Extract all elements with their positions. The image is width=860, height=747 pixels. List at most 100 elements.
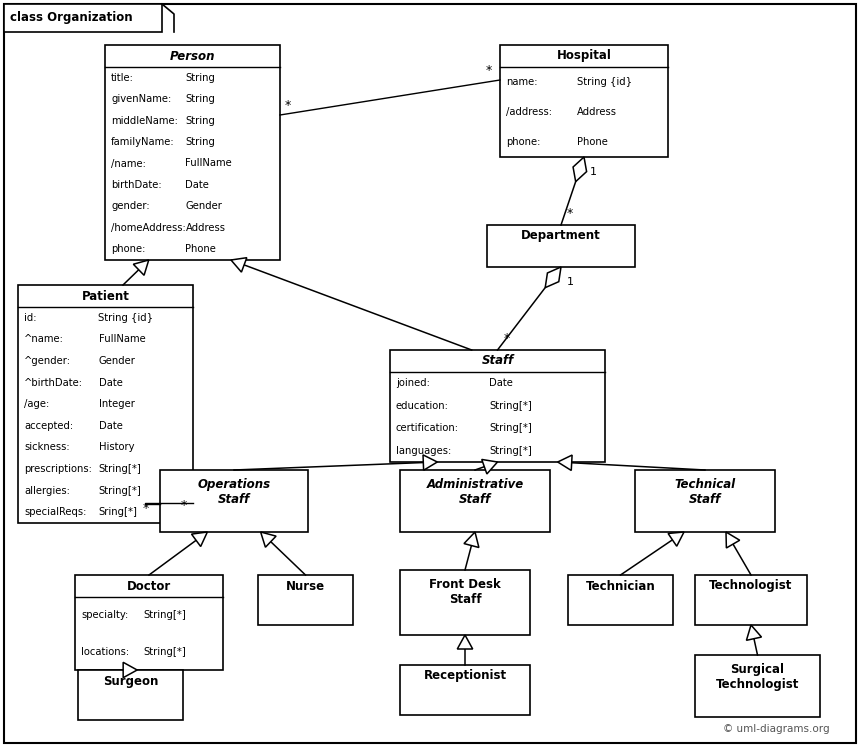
Text: String[*]: String[*] — [143, 610, 186, 620]
Text: Address: Address — [577, 107, 617, 117]
Text: Nurse: Nurse — [286, 580, 325, 592]
Text: FullName: FullName — [186, 158, 232, 169]
Text: *: * — [285, 99, 292, 112]
Text: education:: education: — [396, 400, 449, 411]
Text: String: String — [186, 72, 215, 83]
Text: id:: id: — [24, 313, 36, 323]
Text: birthDate:: birthDate: — [111, 180, 162, 190]
Text: String[*]: String[*] — [99, 464, 141, 474]
Text: Surgical
Technologist: Surgical Technologist — [716, 663, 799, 691]
Bar — [400, 665, 530, 715]
Text: ^name:: ^name: — [24, 335, 64, 344]
Text: Department: Department — [521, 229, 601, 243]
Text: String[*]: String[*] — [488, 446, 531, 456]
Text: certification:: certification: — [396, 424, 459, 433]
Polygon shape — [231, 258, 247, 272]
Bar — [400, 470, 550, 532]
Bar — [487, 225, 635, 267]
Text: Doctor: Doctor — [127, 580, 171, 592]
Text: String[*]: String[*] — [488, 400, 531, 411]
Text: Technical
Staff: Technical Staff — [674, 478, 735, 506]
Polygon shape — [423, 455, 437, 471]
Text: Date: Date — [186, 180, 209, 190]
Text: FullName: FullName — [99, 335, 145, 344]
Text: String[*]: String[*] — [488, 424, 531, 433]
Polygon shape — [668, 532, 684, 546]
Text: Staff: Staff — [482, 355, 513, 368]
Polygon shape — [123, 663, 137, 678]
Polygon shape — [545, 267, 561, 288]
Text: String {id}: String {id} — [99, 313, 154, 323]
Text: *: * — [181, 499, 187, 512]
Text: /age:: /age: — [24, 399, 49, 409]
Text: gender:: gender: — [111, 202, 150, 211]
Text: *: * — [567, 207, 574, 220]
Polygon shape — [726, 532, 740, 548]
Text: String[*]: String[*] — [143, 647, 186, 657]
Text: *: * — [503, 332, 510, 345]
Polygon shape — [482, 459, 497, 474]
Polygon shape — [557, 455, 572, 471]
Text: Date: Date — [99, 421, 122, 431]
Text: String[*]: String[*] — [99, 486, 141, 495]
Text: allergies:: allergies: — [24, 486, 70, 495]
Bar — [4, 4, 162, 32]
Polygon shape — [746, 625, 761, 640]
Text: middleName:: middleName: — [111, 116, 178, 125]
Bar — [75, 575, 223, 670]
Text: Technician: Technician — [586, 580, 655, 592]
Text: ^gender:: ^gender: — [24, 356, 71, 366]
Text: 1: 1 — [567, 277, 574, 287]
Polygon shape — [458, 635, 473, 649]
Bar — [635, 470, 775, 532]
Text: Sring[*]: Sring[*] — [99, 507, 138, 517]
Text: languages:: languages: — [396, 446, 452, 456]
Text: © uml-diagrams.org: © uml-diagrams.org — [723, 724, 830, 734]
Text: String {id}: String {id} — [577, 77, 632, 87]
Polygon shape — [464, 532, 479, 548]
Text: History: History — [99, 442, 134, 453]
Text: Address: Address — [186, 223, 225, 233]
Bar — [390, 350, 605, 462]
Text: accepted:: accepted: — [24, 421, 73, 431]
Text: phone:: phone: — [111, 244, 145, 254]
Text: specialty:: specialty: — [81, 610, 128, 620]
Text: Gender: Gender — [186, 202, 223, 211]
Bar — [695, 655, 820, 717]
Text: Phone: Phone — [186, 244, 217, 254]
Text: Front Desk
Staff: Front Desk Staff — [429, 578, 501, 606]
Text: Gender: Gender — [99, 356, 135, 366]
Bar — [105, 45, 280, 260]
Text: /homeAddress:: /homeAddress: — [111, 223, 186, 233]
Text: ^birthDate:: ^birthDate: — [24, 377, 83, 388]
Text: Patient: Patient — [82, 290, 130, 303]
Bar — [258, 575, 353, 625]
Text: locations:: locations: — [81, 647, 129, 657]
Bar — [18, 285, 193, 523]
Text: String: String — [186, 137, 215, 147]
Text: Surgeon: Surgeon — [103, 675, 158, 687]
Text: /name:: /name: — [111, 158, 146, 169]
Bar — [400, 570, 530, 635]
Text: Person: Person — [169, 49, 215, 63]
Text: Date: Date — [488, 378, 513, 388]
Text: Administrative
Staff: Administrative Staff — [427, 478, 524, 506]
Polygon shape — [192, 532, 207, 547]
Text: String: String — [186, 94, 215, 104]
Text: joined:: joined: — [396, 378, 430, 388]
Text: *: * — [486, 64, 492, 77]
Text: Date: Date — [99, 377, 122, 388]
Bar — [695, 575, 807, 625]
Polygon shape — [133, 260, 149, 276]
Text: class Organization: class Organization — [10, 11, 132, 25]
Text: Receptionist: Receptionist — [423, 669, 507, 683]
Text: Operations
Staff: Operations Staff — [198, 478, 271, 506]
Text: String: String — [186, 116, 215, 125]
Bar — [160, 470, 308, 532]
Text: familyName:: familyName: — [111, 137, 175, 147]
Bar — [568, 575, 673, 625]
Bar — [500, 45, 668, 157]
Text: title:: title: — [111, 72, 134, 83]
Text: 1: 1 — [590, 167, 597, 177]
Text: sickness:: sickness: — [24, 442, 70, 453]
